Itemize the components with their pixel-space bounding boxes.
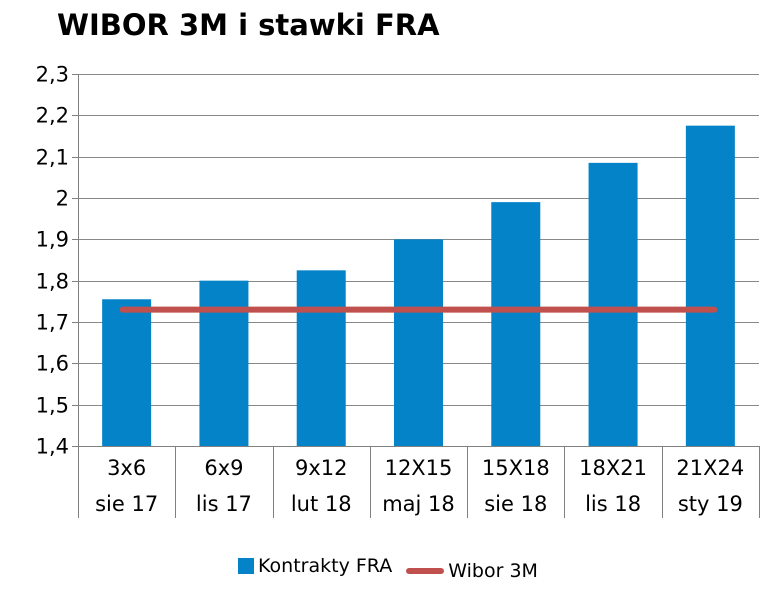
x-tick-label: 21X24 — [676, 456, 744, 480]
x-tick-label: 3x6 — [107, 456, 146, 480]
y-tick-label: 1,6 — [36, 352, 69, 376]
bar — [394, 239, 443, 446]
legend-swatch-bars — [238, 558, 255, 574]
chart-title: WIBOR 3M i stawki FRA — [57, 8, 440, 42]
bar — [102, 299, 152, 446]
y-tick-label: 1,9 — [36, 228, 69, 252]
x-tick-label: 9x12 — [295, 456, 348, 480]
legend: Kontrakty FRA Wibor 3M — [0, 555, 776, 582]
x-tick-sublabel: sie 17 — [95, 492, 158, 516]
x-tick-label: 18X21 — [579, 456, 647, 480]
x-tick-sublabel: lis 17 — [196, 492, 252, 516]
bar — [685, 125, 735, 447]
x-tick-sublabel: lis 18 — [585, 492, 641, 516]
y-tick-label: 2,2 — [36, 104, 69, 128]
legend-entry-bars: Kontrakty FRA — [238, 555, 392, 577]
y-tick-label: 1,5 — [36, 394, 69, 418]
legend-label-bars: Kontrakty FRA — [258, 555, 393, 577]
x-tick-sublabel: sty 19 — [678, 492, 743, 516]
bar — [491, 202, 541, 446]
legend-swatch-line — [406, 568, 445, 574]
y-tick-label: 1,7 — [36, 311, 69, 335]
bar — [199, 280, 249, 446]
x-tick-label: 15X18 — [482, 456, 550, 480]
legend-entry-line: Wibor 3M — [406, 560, 538, 582]
y-tick-label: 1,8 — [36, 270, 69, 294]
x-tick-sublabel: sie 18 — [484, 492, 547, 516]
y-tick-label: 2,3 — [36, 63, 69, 87]
x-tick-sublabel: lut 18 — [291, 492, 352, 516]
legend-label-line: Wibor 3M — [448, 560, 538, 582]
x-tick-sublabel: maj 18 — [382, 492, 455, 516]
y-tick-label: 1,4 — [36, 435, 69, 459]
x-tick-label: 12X15 — [385, 456, 453, 480]
x-tick-label: 6x9 — [204, 456, 243, 480]
y-tick-label: 2 — [56, 187, 69, 211]
bar — [588, 162, 638, 446]
bar — [296, 270, 346, 446]
y-tick-label: 2,1 — [36, 146, 69, 170]
